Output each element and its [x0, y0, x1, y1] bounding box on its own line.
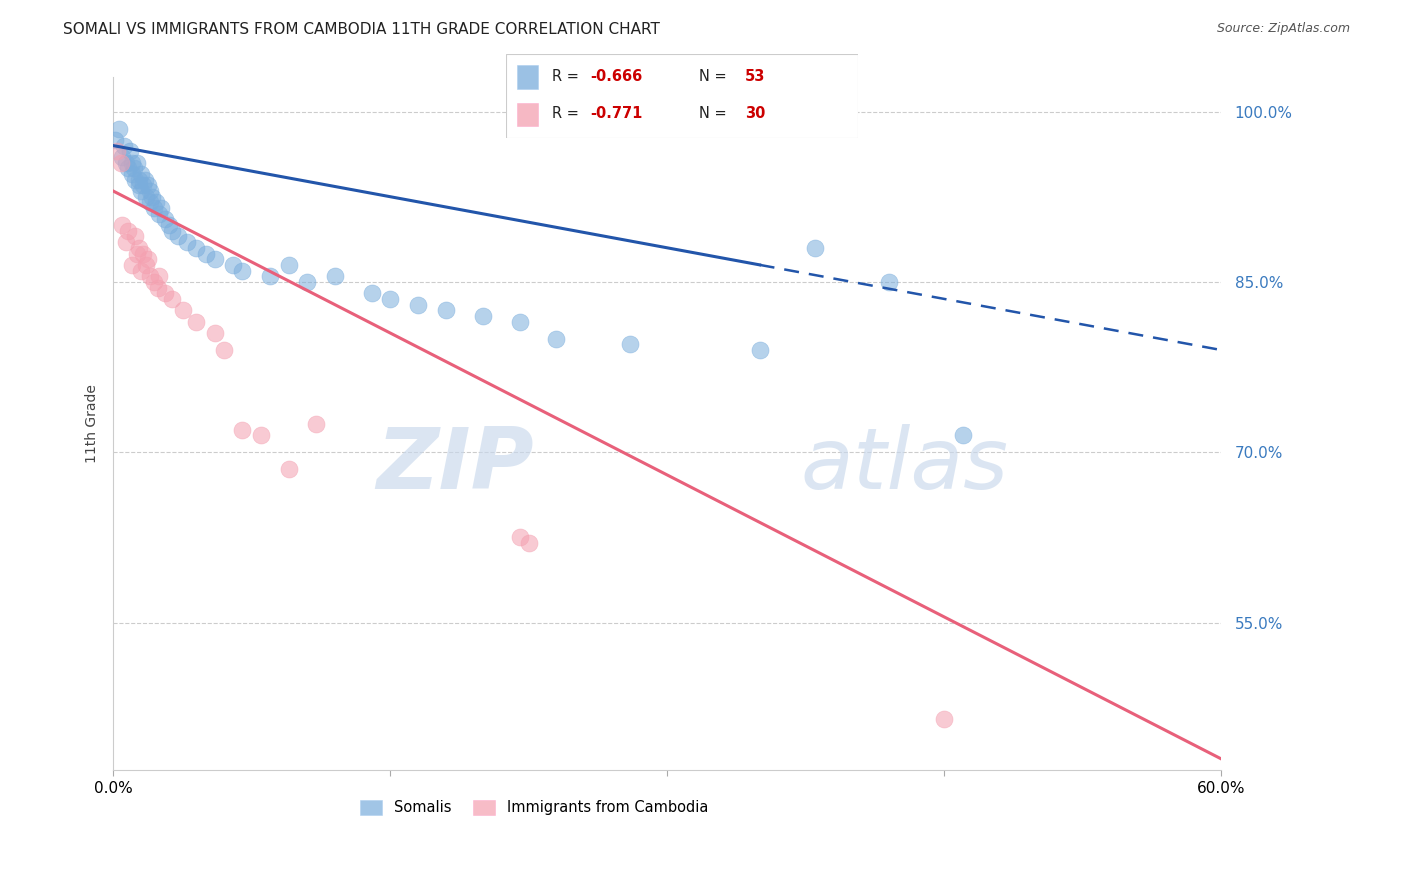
Point	[129, 167, 152, 181]
Point	[121, 155, 143, 169]
Point	[132, 246, 155, 260]
Point	[136, 252, 159, 267]
Bar	[517, 65, 537, 89]
Point	[146, 280, 169, 294]
Point	[135, 190, 157, 204]
Point	[141, 190, 163, 204]
Point	[110, 155, 132, 169]
Point	[139, 195, 162, 210]
Text: Source: ZipAtlas.com: Source: ZipAtlas.com	[1216, 22, 1350, 36]
Point	[162, 224, 184, 238]
Text: -0.771: -0.771	[591, 106, 643, 121]
Legend: Somalis, Immigrants from Cambodia: Somalis, Immigrants from Cambodia	[360, 799, 709, 815]
Point	[153, 212, 176, 227]
Point	[157, 218, 180, 232]
Point	[952, 428, 974, 442]
Point	[277, 462, 299, 476]
Point	[142, 275, 165, 289]
Point	[128, 241, 150, 255]
Point	[406, 298, 429, 312]
Point	[118, 145, 141, 159]
Point	[186, 315, 208, 329]
Point	[134, 172, 156, 186]
Point	[128, 178, 150, 193]
Point	[117, 224, 139, 238]
Point	[121, 167, 143, 181]
Point	[380, 292, 402, 306]
Text: R =: R =	[551, 69, 583, 84]
Y-axis label: 11th Grade: 11th Grade	[86, 384, 100, 463]
Point	[145, 195, 167, 210]
Point	[148, 269, 170, 284]
Point	[204, 326, 226, 340]
Text: SOMALI VS IMMIGRANTS FROM CAMBODIA 11TH GRADE CORRELATION CHART: SOMALI VS IMMIGRANTS FROM CAMBODIA 11TH …	[63, 22, 661, 37]
Point	[509, 315, 531, 329]
Point	[107, 121, 129, 136]
Point	[804, 241, 827, 255]
Text: R =: R =	[551, 106, 583, 121]
Text: -0.666: -0.666	[591, 69, 643, 84]
Point	[139, 184, 162, 198]
Point	[277, 258, 299, 272]
Point	[471, 309, 494, 323]
Point	[153, 286, 176, 301]
Point	[305, 417, 328, 431]
Point	[222, 258, 245, 272]
Point	[231, 423, 253, 437]
Text: N =: N =	[700, 106, 731, 121]
Point	[115, 235, 138, 249]
Point	[148, 207, 170, 221]
Point	[360, 286, 382, 301]
Point	[934, 712, 956, 726]
Point	[517, 536, 540, 550]
Point	[129, 263, 152, 277]
Point	[124, 229, 146, 244]
Point	[748, 343, 770, 357]
Point	[176, 235, 198, 249]
Text: 30: 30	[745, 106, 765, 121]
Point	[231, 263, 253, 277]
Point	[104, 133, 127, 147]
Point	[434, 303, 457, 318]
Point	[117, 161, 139, 176]
Point	[250, 428, 273, 442]
Point	[136, 178, 159, 193]
Point	[162, 292, 184, 306]
Point	[186, 241, 208, 255]
Point	[194, 246, 217, 260]
Point	[323, 269, 346, 284]
Point	[204, 252, 226, 267]
Text: ZIP: ZIP	[377, 424, 534, 507]
Point	[111, 150, 134, 164]
Point	[132, 178, 155, 193]
Point	[877, 275, 900, 289]
Point	[509, 531, 531, 545]
Point	[122, 161, 145, 176]
Point	[135, 258, 157, 272]
Bar	[517, 103, 537, 127]
Point	[128, 172, 150, 186]
Point	[619, 337, 641, 351]
Point	[259, 269, 281, 284]
Point	[139, 269, 162, 284]
Point	[127, 155, 149, 169]
Point	[127, 246, 149, 260]
Point	[112, 138, 135, 153]
Point	[212, 343, 235, 357]
Point	[124, 172, 146, 186]
Point	[295, 275, 318, 289]
Point	[121, 258, 143, 272]
Point	[166, 229, 188, 244]
Point	[142, 201, 165, 215]
Point	[105, 145, 128, 159]
Point	[150, 201, 173, 215]
Text: 53: 53	[745, 69, 765, 84]
Point	[172, 303, 194, 318]
Text: N =: N =	[700, 69, 731, 84]
Point	[546, 332, 568, 346]
Point	[111, 218, 134, 232]
Point	[129, 184, 152, 198]
Text: atlas: atlas	[800, 424, 1008, 507]
Point	[115, 155, 138, 169]
